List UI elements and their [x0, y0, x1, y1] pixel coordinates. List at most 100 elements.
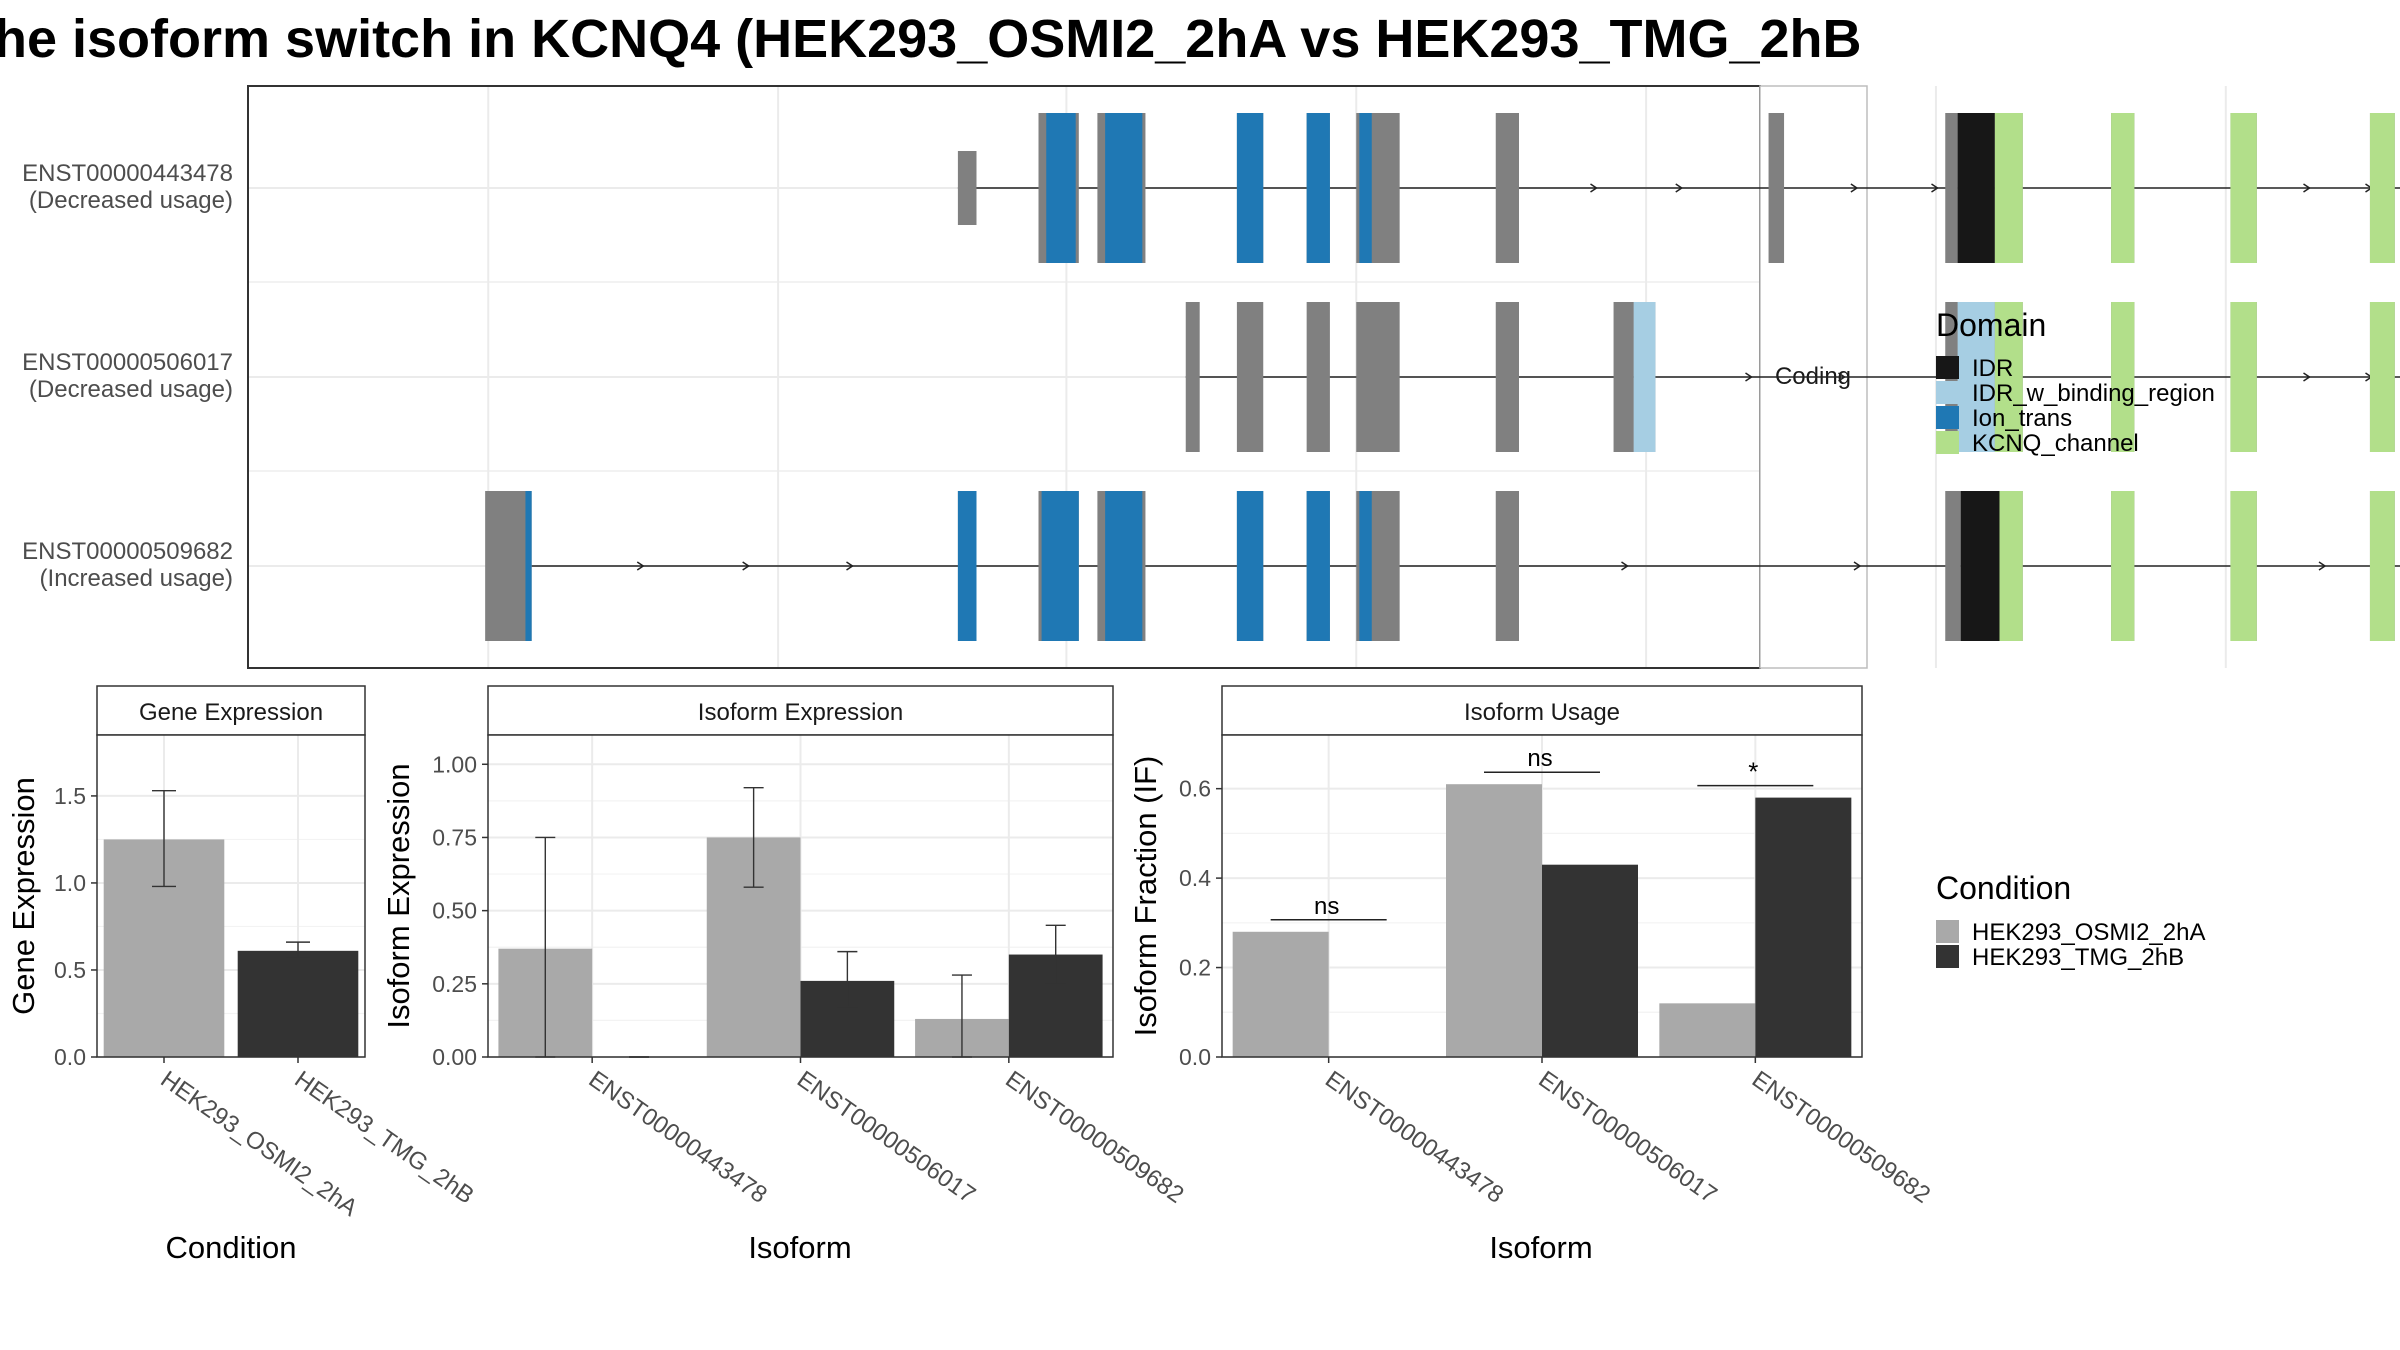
significance-label: ns: [1314, 893, 1339, 920]
domain-ion_trans: [1236, 491, 1264, 641]
y-axis-title: Gene Expression: [6, 777, 41, 1015]
panel-strip: [1221, 685, 1863, 736]
domain-kcnq_channel: [2369, 491, 2395, 641]
exon: [485, 491, 532, 641]
domain-kcnq_channel: [2369, 113, 2395, 263]
exon: [1185, 302, 1200, 452]
transcript-usage: (Decreased usage): [29, 187, 233, 214]
legend-label: IDR_w_binding_region: [1972, 380, 2215, 407]
transcript-ENST00000509682: ENST00000509682(Increased usage): [22, 491, 2400, 641]
x-axis-title: Isoform: [1489, 1230, 1592, 1265]
exon: [1945, 113, 1958, 263]
intron-arrow: [1850, 183, 1859, 193]
transcript-id: ENST00000509682: [22, 538, 233, 565]
exon: [1768, 113, 1785, 263]
exon: [1236, 302, 1264, 452]
domain-idr_w_binding_region: [1957, 302, 1995, 452]
x-tick-label: ENST00000509682: [1000, 1066, 1188, 1209]
exon: [1945, 491, 1961, 641]
y-tick-label: 0.5: [54, 957, 86, 983]
domain-kcnq_channel: [1994, 302, 2023, 452]
legend-label: IDR: [1972, 355, 2013, 382]
y-axis-title: Isoform Fraction (IF): [1128, 756, 1163, 1037]
legend-swatch-kcnq_channel: [1936, 431, 1959, 454]
intron-arrow: [2303, 183, 2311, 193]
exon: [1495, 491, 1519, 641]
bar: [1755, 797, 1852, 1057]
intron-arrow: [636, 561, 645, 571]
figure-title: he isoform switch in KCNQ4 (HEK293_OSMI2…: [0, 9, 1862, 69]
domain-ion_trans: [1306, 113, 1330, 263]
y-tick-label: 0.25: [432, 971, 477, 997]
intron-arrow: [1931, 183, 1939, 193]
panel-strip: [487, 685, 1114, 736]
y-axis-title: Isoform Expression: [381, 763, 416, 1028]
bar: [1542, 864, 1638, 1057]
intron-arrow: [1590, 183, 1598, 193]
x-tick-label: ENST00000509682: [1747, 1066, 1935, 1209]
legend-label: Ion_trans: [1972, 405, 2072, 432]
y-tick-label: 0.75: [432, 824, 477, 850]
exon: [1356, 302, 1400, 452]
y-tick-label: 0.00: [432, 1044, 477, 1070]
transcript-id: ENST00000506017: [22, 349, 233, 376]
bar: [1232, 931, 1329, 1057]
panel-border: [1221, 734, 1863, 1058]
transcript-usage: (Increased usage): [40, 565, 233, 592]
significance-label: *: [1748, 757, 1758, 787]
intron-arrow: [2303, 372, 2311, 382]
exon: [1306, 302, 1330, 452]
domain-ion_trans: [1105, 491, 1143, 641]
y-tick-label: 0.0: [1179, 1044, 1211, 1070]
isoform-expression-panel: Isoform Expression 0.00 0.25 0.50 0.75 1.00 EN…: [381, 685, 1189, 1265]
panel-title: Isoform Expression: [698, 699, 903, 726]
x-tick-label: ENST00000443478: [1320, 1066, 1508, 1209]
exon: [1613, 302, 1634, 452]
y-tick-label: 0.0: [54, 1044, 86, 1070]
legend-swatch-ion_trans: [1936, 406, 1959, 429]
x-axis-title: Condition: [166, 1230, 297, 1265]
domain-kcnq_channel: [1999, 491, 2023, 641]
legend-title-domain: Domain: [1936, 307, 2046, 343]
domain-kcnq_channel: [1994, 113, 2023, 263]
intron-arrow: [2318, 561, 2327, 571]
panel-border: [487, 734, 1114, 1058]
bar: [237, 950, 359, 1057]
legend-label: KCNQ_channel: [1972, 430, 2139, 457]
legend-title-condition: Condition: [1936, 870, 2071, 906]
x-tick-label: ENST00000506017: [1534, 1066, 1722, 1209]
intron-arrow: [1621, 561, 1629, 571]
legend-swatch-condition: [1936, 945, 1959, 968]
intron-arrow: [1853, 561, 1862, 571]
domain-ion_trans: [1105, 113, 1143, 263]
domain-ion_trans: [957, 491, 977, 641]
bar: [1659, 1003, 1756, 1057]
exon: [1495, 302, 1519, 452]
transcript-ENST00000443478: ENST00000443478(Decreased usage): [22, 113, 2400, 263]
transcript-id: ENST00000443478: [22, 160, 233, 187]
legend-swatch-idr_w_binding_region: [1936, 381, 1959, 404]
intron-arrow: [846, 561, 854, 571]
domain-ion_trans: [1359, 113, 1372, 263]
intron-arrow: [1745, 372, 1753, 382]
domain-kcnq_channel: [2230, 491, 2257, 641]
domain-ion_trans: [1046, 113, 1076, 263]
y-tick-label: 0.4: [1179, 865, 1211, 891]
y-tick-label: 1.5: [54, 783, 86, 809]
domain-ion_trans: [1359, 491, 1372, 641]
y-tick-label: 0.50: [432, 898, 477, 924]
intron-arrow: [1675, 183, 1684, 193]
domain-ion_trans: [525, 491, 532, 641]
transcript-usage: (Decreased usage): [29, 376, 233, 403]
domain-idr: [1960, 491, 2000, 641]
legend: Domain IDRIDR_w_binding_regionIon_transKC…: [1936, 307, 2215, 971]
legend-label: HEK293_OSMI2_2hA: [1972, 919, 2205, 946]
panel-title: Isoform Usage: [1464, 699, 1620, 726]
y-tick-label: 0.6: [1179, 776, 1211, 802]
x-tick-label: ENST00000506017: [792, 1066, 980, 1209]
exon: [957, 151, 977, 225]
panel-border: [96, 734, 366, 1058]
domain-idr_w_binding_region: [1633, 302, 1656, 452]
intron-arrow: [742, 561, 751, 571]
